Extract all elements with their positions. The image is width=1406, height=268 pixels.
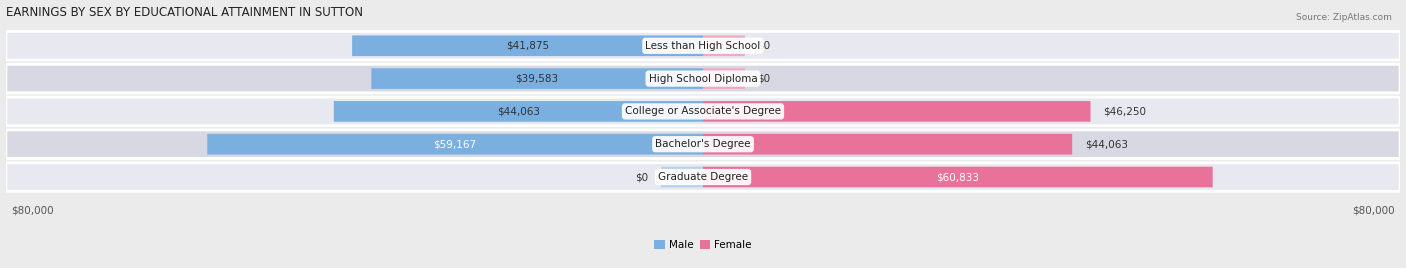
FancyBboxPatch shape: [703, 35, 745, 56]
Text: EARNINGS BY SEX BY EDUCATIONAL ATTAINMENT IN SUTTON: EARNINGS BY SEX BY EDUCATIONAL ATTAINMEN…: [6, 6, 363, 19]
FancyBboxPatch shape: [6, 163, 1400, 191]
FancyBboxPatch shape: [6, 97, 1400, 126]
Text: $44,063: $44,063: [496, 106, 540, 116]
Text: $60,833: $60,833: [936, 172, 980, 182]
FancyBboxPatch shape: [6, 64, 1400, 93]
Text: $39,583: $39,583: [516, 74, 558, 84]
FancyBboxPatch shape: [6, 130, 1400, 158]
Text: $59,167: $59,167: [433, 139, 477, 149]
FancyBboxPatch shape: [6, 32, 1400, 60]
Text: Bachelor's Degree: Bachelor's Degree: [655, 139, 751, 149]
FancyBboxPatch shape: [703, 134, 1073, 155]
Text: $0: $0: [758, 41, 770, 51]
Text: Less than High School: Less than High School: [645, 41, 761, 51]
Legend: Male, Female: Male, Female: [650, 236, 756, 254]
Text: Source: ZipAtlas.com: Source: ZipAtlas.com: [1296, 13, 1392, 23]
Text: Graduate Degree: Graduate Degree: [658, 172, 748, 182]
FancyBboxPatch shape: [352, 35, 703, 56]
FancyBboxPatch shape: [207, 134, 703, 155]
FancyBboxPatch shape: [703, 101, 1091, 122]
Text: $46,250: $46,250: [1104, 106, 1146, 116]
FancyBboxPatch shape: [703, 167, 1213, 187]
Text: $44,063: $44,063: [1085, 139, 1128, 149]
Text: $0: $0: [636, 172, 648, 182]
Text: $0: $0: [758, 74, 770, 84]
FancyBboxPatch shape: [371, 68, 703, 89]
Text: $41,875: $41,875: [506, 41, 550, 51]
FancyBboxPatch shape: [333, 101, 703, 122]
FancyBboxPatch shape: [703, 68, 745, 89]
Text: College or Associate's Degree: College or Associate's Degree: [626, 106, 780, 116]
Text: High School Diploma: High School Diploma: [648, 74, 758, 84]
FancyBboxPatch shape: [661, 167, 703, 187]
